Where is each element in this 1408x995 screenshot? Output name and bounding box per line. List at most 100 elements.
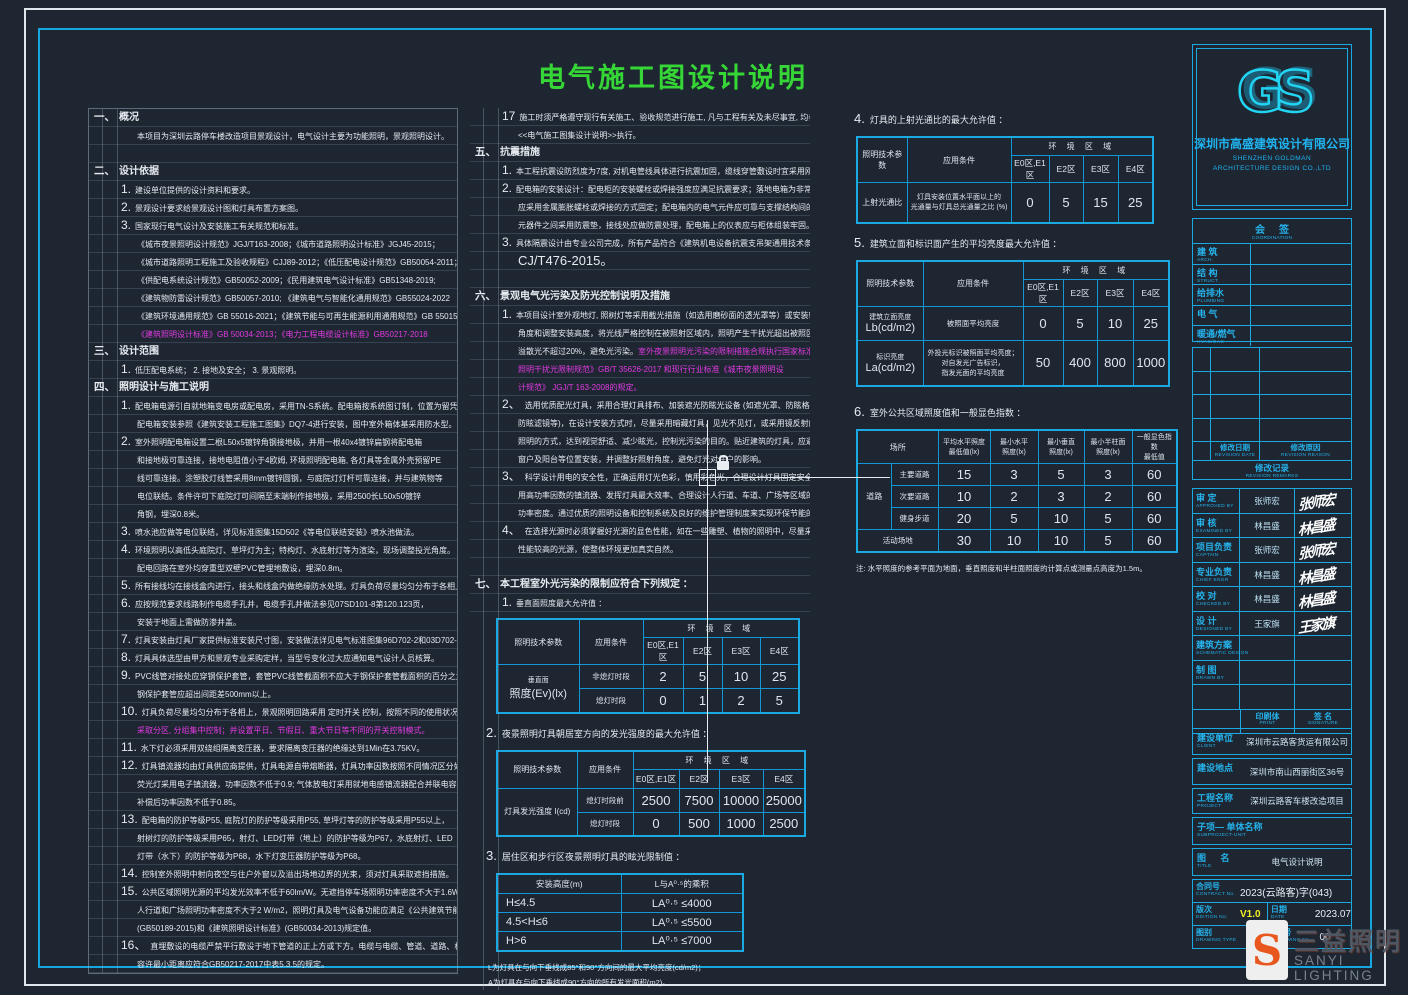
sanyi-name-cn: 三益照明 xyxy=(1294,928,1403,956)
text-line: 15. 公共区域照明光源的平均发光效率不低于60lm/W。无遮挡停车场照明功率密度… xyxy=(89,883,457,901)
text-line: 《建筑物防雷设计规范》GB50057-2010; 《建筑电气与智能化通用规范》G… xyxy=(89,289,457,307)
left-text-column: 一、 概况 本项目为深圳云路停车楼改造项目景观设计，电气设计主要为功能照明，景观照明… xyxy=(88,108,458,974)
revision-remarks: 修改记录 REVISION REMARKS xyxy=(1245,463,1299,480)
edition-value: V1.0 xyxy=(1240,908,1261,920)
table-facade-luminance: 照明技术参数 应用条件环 境 区 域 E0区,E1区 E2区 E3区 E4区 建筑立面亮… xyxy=(856,259,1171,387)
crosshair-horizontal-line xyxy=(700,477,890,478)
text-line: <<电气施工图集设计说明>>执行。 xyxy=(470,126,810,144)
crosshair-pickbox[interactable] xyxy=(699,469,716,486)
text-line: 照明干扰光限制规范》GB/T 35626-2017 和现行行业标准《城市夜景照明… xyxy=(470,360,810,378)
text-line: 《城市夜景照明设计规范》JGJ/T163-2008；《城市道路照明设计标准》JG… xyxy=(89,235,457,253)
text-line: 1. 建设单位提供的设计资料和要求。 xyxy=(89,181,457,199)
text-line: 16、 直埋敷设的电缆严禁平行敷设于地下管道的正上方或下方。电缆与电缆、管道、道路… xyxy=(89,937,457,955)
table-outdoor-illuminance: 场所 平均水平照度 最低值(lx) 最小水平 照度(lx) 最小垂直 照度(lx) 最… xyxy=(856,429,1178,553)
site-value: 深圳市南山西丽街区36号 xyxy=(1249,766,1345,777)
heading-facade-luminance: 5. 建筑立面和标识面产生的平均亮度最大允许值 ： xyxy=(854,234,1062,250)
coordination-row: 建 筑 ARCH. xyxy=(1193,244,1351,265)
text-line: 2.配电箱的安装设计：配电柜的安装螺栓或焊接强度应满足抗震要求；落地电箱为非常端… xyxy=(470,180,810,198)
coordination-row: 电 气 xyxy=(1193,305,1351,326)
text-line: 《城市道路照明工程施工及验收规程》CJJ89-2012；《低压配电设计规范》GB… xyxy=(89,253,457,271)
coordination-rows: 建 筑 ARCH. 结 构 STRUCT. 给排水 PLUMBING 电 气暖通/燃气 HVA… xyxy=(1193,244,1351,346)
text-line: 容许最小距离应符合GB50217-2017中表5.3.5的规定。 xyxy=(89,955,457,973)
text-line: 1. 本项目设计室外观地灯, 照树灯等采用截光措施（如选用磨砂面的透光罩等）或安装… xyxy=(470,306,810,324)
revision-empty-row xyxy=(1193,348,1351,372)
titleblock-coordination: 会签 COORDINATION 建 筑 ARCH. 结 构 STRUCT. 给排水 PLU… xyxy=(1192,218,1352,346)
text-line: 4、 在选择光源时必须掌握好光源的显色性能，如在一些雕塑、植物的照明中，尽量采用显… xyxy=(470,522,810,540)
text-line: 计规范》 JGJ/T 163-2008的规定。 xyxy=(470,378,810,396)
text-line: CJ/T476-2015。 xyxy=(470,252,810,270)
text-line: 性能较高的光源，使整体环境更加真实自然。 xyxy=(470,540,810,558)
coordination-row: 给排水 PLUMBING xyxy=(1193,285,1351,306)
project-value: 深圳云路客车楼改造项目 xyxy=(1250,796,1344,806)
text-line: 线可靠连接。涂塑胶灯线管采用8mm镀锌圆钢，与庭院灯灯杆可靠连接，并与建筑物等 xyxy=(89,469,457,487)
text-line: 一、 概况 xyxy=(89,109,457,127)
text-line: 9. PVC线管对接处应穿钢保护套管，套管PVC线管截面积不应大于钢保护套管截面积… xyxy=(89,667,457,685)
text-line: 功率密度。通过优质的照明设备和控制系统及良好的维护管理制度来实现环保节能的目的。 xyxy=(470,504,810,522)
signature-rows: 审 定 APPROVED BY 张师宏 张师宏审 核 EXAMINED BY 林昌盛 林昌盛… xyxy=(1193,489,1351,710)
text-line: 角度和调整安装高度，将光线严格控制在被照射区域内，照明产生干扰光超出被照区域内的 xyxy=(470,324,810,342)
signature-footer-row: 印刷体 PRINT 签 名 SIGNATURE xyxy=(1193,709,1351,733)
table-luminous-intensity: 照明技术参数 应用条件环 境 区 域 E0区,E1区 E2区 E3区 E4区 灯具发光强… xyxy=(496,749,807,837)
signature-row: 建筑方案 SCHEMATIC DESIGN xyxy=(1193,636,1351,661)
text-line: 11. 水下灯必须采用双绕组隔离变压器，要求隔离变压器的绝缘达到1Min在3.75… xyxy=(89,739,457,757)
text-line: 12. 灯具镇流器均由灯具供应商提供，灯具电源自带熔断器，灯具功率因数按照不同情况… xyxy=(89,757,457,775)
text-line: 7. 灯具安装由灯具厂家提供标准安装尺寸图，安装做法详见电气标准图集96D702-… xyxy=(89,631,457,649)
revision-empty-row xyxy=(1193,371,1351,396)
company-name-en1: SHENZHEN GOLDMAN xyxy=(1232,155,1312,162)
signature-row: 专业负责 CHIEF ENGR 林昌盛 林昌盛 xyxy=(1193,562,1351,587)
signature-row: 审 定 APPROVED BY 张师宏 张师宏 xyxy=(1193,489,1351,514)
text-line: 和接地极可靠连接，接地电阻值小于4欧姆, 环境照明配电箱, 各灯具等金属外壳预留… xyxy=(89,451,457,469)
text-line: 照明的方式，达到视觉舒适、减少眩光，控制光污染的目的。贴近建筑的灯具，应避开住户 xyxy=(470,432,810,450)
text-line: 3. 国家现行电气设计及安装施工有关规范和标准。 xyxy=(89,217,457,235)
text-line: 2、 选用优质配光灯具，采用合理灯具排布、加装遮光防眩光设备 (如遮光罩、防眩格栅… xyxy=(470,396,810,414)
text-line: 5. 所有接线均在接线盒内进行，接头和线盒内做绝缘防水处理。灯具负荷尽量均匀分布于… xyxy=(89,577,457,595)
illuminance-note: 注: 水平照度的参考平面为地面，垂直照度和半柱面照度的计算点或测量点高度为1.5… xyxy=(856,563,1147,573)
text-line: 10. 灯具负荷尽量均匀分布于各相上，景观照明回路采用 定时开关 控制，按照不同的… xyxy=(89,703,457,721)
company-name-cn: 深圳市高盛建筑设计有限公司 xyxy=(1193,137,1350,151)
signature-scribble: 王家旗 xyxy=(1297,613,1337,635)
drawing-title-value: 电气设计说明 xyxy=(1271,857,1323,867)
text-line: 应采用金属膨胀螺栓或焊接的方式固定；配电箱内的电气元件应可靠与支撑结构间的相互作… xyxy=(470,198,810,216)
right-text-column: 4. 灯具的上射光通比的最大允许值 ： 照明技术参数 应用条件环 境 区 域 E0区… xyxy=(838,108,1186,576)
middle-text-column: 17 施工时须严格遵守现行有关施工、验收规范进行施工, 凡与工程有关及未尽事宜, … xyxy=(470,108,810,990)
titleblock-company: GS 深圳市高盛建筑设计有限公司 SHENZHEN GOLDMAN ARCHIT… xyxy=(1192,44,1352,210)
text-line: 1. 低压配电系统； 2. 接地及安全； 3. 景观照明。 xyxy=(89,361,457,379)
glare-note-1: L为灯具在与向下垂线成85°和90°方向间的最大平均亮度(cd/m2)； xyxy=(488,962,706,972)
lock-icon xyxy=(717,455,729,470)
text-line: 钢保护套管应超出间距差500mm以上。 xyxy=(89,685,457,703)
table-glare-limit: 安装高度(m) L与A⁰·⁵的乘积 H≤4.5 LA⁰·⁵ ≤4000 4.5<H≤… xyxy=(496,873,744,952)
heading-upward-flux: 4. 灯具的上射光通比的最大允许值 ： xyxy=(854,111,1008,126)
table-upward-flux: 照明技术参数 应用条件环 境 区 域 E0区,E1区 E2区 E3区 E4区 上射光通比… xyxy=(856,136,1155,224)
signature-scribble: 张师宏 xyxy=(1297,539,1337,562)
sanyi-s-glyph: S xyxy=(1251,925,1283,975)
text-line: 1. 本工程抗震设防烈度为7度, 对机电管线具体进行抗震加固，缆线穿管敷设时宜采用… xyxy=(470,162,810,180)
client-value: 深圳市云路客货运有限公司 xyxy=(1245,736,1348,747)
text-line: 用高功率因数的镇流器、发挥灯具最大效率、合理设计人行道、车道、广场等区域的照射及 xyxy=(470,486,810,504)
text-line: 二、 设计依据 xyxy=(89,163,457,181)
sheet-inner-frame xyxy=(38,28,1372,968)
text-line: 4. 环境照明以高低头庭院灯、草坪灯为主；特构灯、水底射灯等为渲染，现场调整投光角… xyxy=(89,541,457,559)
text-line: 《建筑环境通用规范》GB 55016-2021；《建筑节能与可再生能源利用通用规… xyxy=(89,307,457,325)
middle-rows: 17 施工时须严格遵守现行有关施工、验收规范进行施工, 凡与工程有关及未尽事宜, … xyxy=(470,108,810,612)
text-line: 8. 灯具具体选型由甲方和景观专业采购定样，当型号变化过大应通知电气设计人员核算。 xyxy=(89,649,457,667)
text-line: 17 施工时须严格遵守现行有关施工、验收规范进行施工, 凡与工程有关及未尽事宜, … xyxy=(470,108,810,126)
text-line: 补偿后功率因数不低于0.85。 xyxy=(89,793,457,811)
page-title: 电气施工图设计说明 xyxy=(538,63,808,93)
text-line: 荧光灯采用电子镇流器，功率因数不低于0.9; 气体放电灯采用就地电感镇流器配合并… xyxy=(89,775,457,793)
company-name-en2: ARCHITECTURE DESIGN CO.,LTD xyxy=(1212,165,1332,172)
signature-row: 设 计 DESIGNED BY 王家旗 王家旗 xyxy=(1193,611,1351,636)
crosshair-vertical-line xyxy=(707,420,708,782)
signature-scribble: 林昌盛 xyxy=(1297,515,1337,537)
contract-value: 2023(云路客)字(043) xyxy=(1240,887,1333,899)
text-line: 元器件之间采用防震垫，接线处应做防震处理，配电箱上的仪表应与柜体组装牢固。 xyxy=(470,216,810,234)
text-line xyxy=(470,270,810,288)
coordination-row: 暖通/燃气 HVAC/GAS xyxy=(1193,326,1351,346)
text-line: 2. 室外照明配电箱设置二根L50x5镀锌角钢接地极，并用一根40x4镀锌扁钢将配… xyxy=(89,433,457,451)
text-line: 电位联结。条件许可下庭院灯可间隔至末端制作接地极，采用2500长L50x50镀锌 xyxy=(89,487,457,505)
contract-row: 合同号 CONTRACT No. 2023(云路客)字(043) xyxy=(1193,880,1351,903)
coordination-row: 结 构 STRUCT. xyxy=(1193,264,1351,285)
text-line: 3、 科学设计用电的安全性，正确运用灯光色彩，慎用彩色光，合理设计灯具固定安全，采 xyxy=(470,468,810,486)
text-line: 六、 景观电气光污染及防光控制说明及措施 xyxy=(470,288,810,306)
signature-scribble: 张师宏 xyxy=(1297,490,1337,513)
